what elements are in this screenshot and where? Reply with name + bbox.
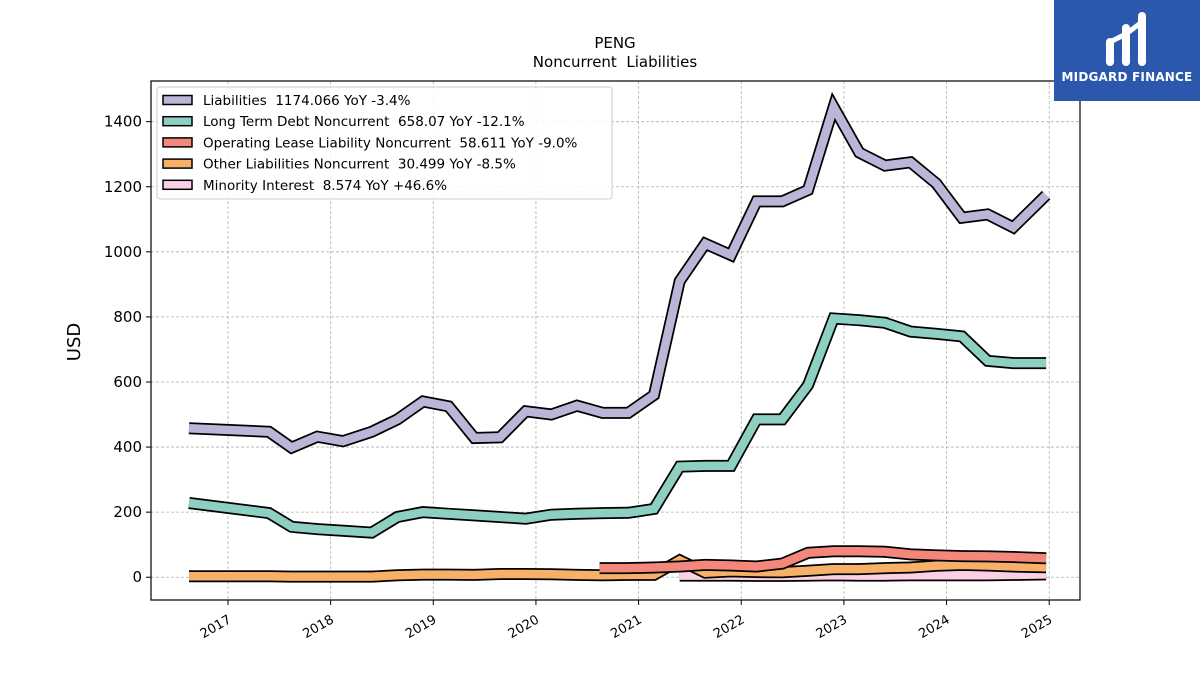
y-tick-label: 800 (113, 308, 142, 326)
chart-subtitle: Noncurrent Liabilities (533, 53, 698, 71)
chart-title: PENG (594, 34, 635, 52)
midgard-logo-icon (1106, 12, 1146, 66)
x-tick-label: 2017 (198, 612, 234, 642)
x-tick-label: 2025 (1019, 612, 1055, 642)
brand-name: MIDGARD FINANCE (1061, 70, 1193, 84)
series-line (188, 96, 1050, 453)
x-tick-label: 2020 (506, 612, 542, 642)
x-tick-label: 2018 (300, 612, 336, 642)
x-tick-label: 2024 (916, 612, 952, 642)
series-line (188, 314, 1047, 537)
y-tick-label: 0 (132, 568, 142, 586)
legend-swatch (162, 94, 193, 106)
legend-label: Long Term Debt Noncurrent 658.07 YoY -12… (203, 114, 525, 130)
series-liabilities (188, 91, 1051, 455)
series-outline (188, 312, 1047, 539)
x-tick-label: 2019 (403, 612, 439, 642)
y-tick-label: 400 (113, 438, 142, 456)
legend-box (156, 86, 613, 200)
legend: Liabilities 1174.066 YoY -3.4% Long Term … (156, 86, 613, 200)
series-operating-lease-liability-noncurrent (599, 545, 1047, 575)
legend-label: Minority Interest 8.574 YoY +46.6% (203, 178, 447, 194)
legend-swatch (162, 115, 193, 127)
series-other-liabilities-noncurrent (189, 553, 1047, 583)
y-tick-label: 600 (113, 373, 142, 391)
x-tick-label: 2021 (608, 612, 644, 642)
series-long-term-debt-noncurrent (188, 312, 1047, 539)
y-tick-label: 200 (113, 503, 142, 521)
legend-swatch (162, 137, 193, 148)
series-line (599, 546, 1047, 573)
legend-label: Liabilities 1174.066 YoY -3.4% (203, 93, 411, 109)
y-tick-label: 1000 (104, 243, 142, 261)
y-tick-label: 1200 (104, 178, 142, 196)
y-axis-label: USD (64, 323, 85, 361)
legend-label: Operating Lease Liability Noncurrent 58.… (203, 135, 578, 151)
y-tick-label: 1400 (104, 113, 142, 131)
plot-frame (150, 80, 1081, 601)
legend-label: Other Liabilities Noncurrent 30.499 YoY … (203, 157, 516, 173)
x-tick-label: 2022 (711, 612, 747, 642)
legend-swatch (162, 179, 193, 191)
legend-swatch (162, 158, 193, 169)
brand-logo: MIDGARD FINANCE (1054, 0, 1200, 101)
series-line (189, 555, 1047, 581)
series-layer (188, 91, 1051, 583)
x-tick-label: 2023 (814, 612, 850, 642)
